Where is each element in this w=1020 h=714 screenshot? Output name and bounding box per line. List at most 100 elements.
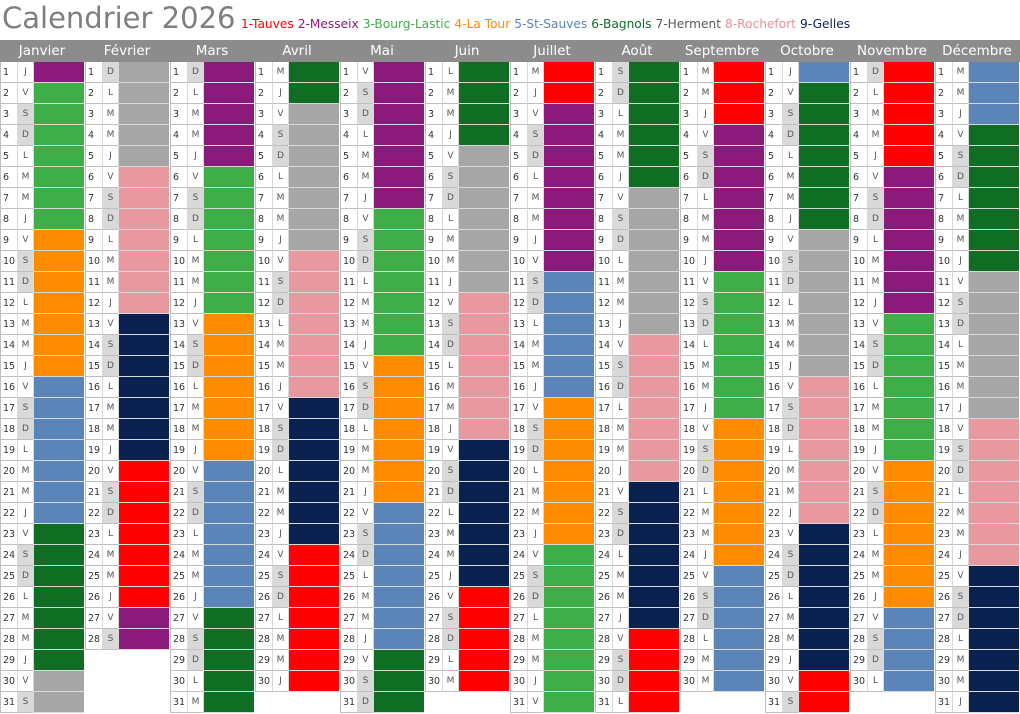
- site-color-block: [373, 356, 424, 377]
- site-color-block: [628, 314, 679, 335]
- day-row: 28 S: [85, 629, 169, 650]
- day-row: 31 J: [935, 692, 1019, 713]
- site-color-block: [798, 293, 849, 314]
- day-number: 22: [0, 503, 17, 524]
- day-row: 12 L: [0, 293, 84, 314]
- site-color-block: [373, 629, 424, 650]
- site-color-block: [373, 272, 424, 293]
- day-row: 28 M: [765, 629, 849, 650]
- site-color-block: [373, 671, 424, 692]
- site-color-block: [968, 83, 1019, 104]
- site-color-block: [798, 461, 849, 482]
- weekday-letter: S: [187, 188, 203, 209]
- month-column: 1 M 2 M 3 J 4 V 5 S 6 D 7 L 8 M 9 M 10 J 11 V 12 S 13 D 14 L 15 M 16 M 1…: [935, 62, 1019, 714]
- day-number: 7: [765, 188, 782, 209]
- day-number: 10: [680, 251, 697, 272]
- day-row: 30 M: [935, 671, 1019, 692]
- site-color-block: [33, 650, 84, 671]
- day-row: 11 M: [595, 272, 679, 293]
- weekday-letter: M: [697, 356, 713, 377]
- day-row: 25 S: [255, 566, 339, 587]
- site-color-block: [203, 335, 254, 356]
- weekday-letter: J: [442, 566, 458, 587]
- site-color-block: [628, 692, 679, 713]
- site-color-block: [33, 377, 84, 398]
- day-row: 20 V: [850, 461, 934, 482]
- day-number: 2: [595, 83, 612, 104]
- weekday-letter: M: [952, 503, 968, 524]
- day-row: 22 M: [935, 503, 1019, 524]
- weekday-letter: J: [867, 146, 883, 167]
- weekday-letter: D: [102, 209, 118, 230]
- site-color-block: [798, 104, 849, 125]
- day-number: 12: [510, 293, 527, 314]
- day-row: 27 V: [850, 608, 934, 629]
- day-row: 18 M: [85, 419, 169, 440]
- site-color-block: [798, 230, 849, 251]
- site-color-block: [203, 377, 254, 398]
- site-color-block: [543, 146, 594, 167]
- weekday-letter: J: [102, 587, 118, 608]
- site-color-block: [118, 461, 169, 482]
- weekday-letter: D: [442, 335, 458, 356]
- site-color-block: [203, 104, 254, 125]
- weekday-letter: M: [697, 209, 713, 230]
- weekday-letter: M: [782, 167, 798, 188]
- site-color-block: [968, 629, 1019, 650]
- weekday-letter: D: [782, 419, 798, 440]
- legend-entry: 8-Rochefort: [724, 17, 796, 31]
- day-row: 13 S: [425, 314, 509, 335]
- site-color-block: [458, 419, 509, 440]
- site-color-block: [288, 83, 339, 104]
- day-number: 19: [85, 440, 102, 461]
- site-color-block: [883, 377, 934, 398]
- weekday-letter: V: [697, 419, 713, 440]
- weekday-letter: J: [357, 629, 373, 650]
- day-row: 29 M: [680, 650, 764, 671]
- day-number: 24: [510, 545, 527, 566]
- day-row: 19 J: [85, 440, 169, 461]
- day-row: 19 L: [765, 440, 849, 461]
- site-color-block: [373, 608, 424, 629]
- day-row: 17 M: [850, 398, 934, 419]
- day-row: 30 V: [765, 671, 849, 692]
- weekday-letter: J: [697, 251, 713, 272]
- day-number: 3: [510, 104, 527, 125]
- day-row: 29 L: [425, 650, 509, 671]
- day-number: 23: [340, 524, 357, 545]
- day-row: 10 J: [680, 251, 764, 272]
- site-color-block: [543, 356, 594, 377]
- weekday-letter: S: [17, 398, 33, 419]
- site-color-block: [458, 272, 509, 293]
- day-row: 29 J: [0, 650, 84, 671]
- site-color-block: [968, 335, 1019, 356]
- weekday-letter: D: [187, 503, 203, 524]
- site-color-block: [33, 146, 84, 167]
- day-number: 13: [935, 314, 952, 335]
- site-color-block: [798, 83, 849, 104]
- month-header: Avril: [282, 43, 312, 59]
- day-row: 26 L: [765, 587, 849, 608]
- day-number: 16: [510, 377, 527, 398]
- site-color-block: [118, 356, 169, 377]
- weekday-letter: V: [187, 314, 203, 335]
- day-row: 16 L: [85, 377, 169, 398]
- weekday-letter: J: [612, 314, 628, 335]
- day-row: 23 L: [170, 524, 254, 545]
- day-row: 25 D: [765, 566, 849, 587]
- site-color-block: [628, 146, 679, 167]
- day-number: 15: [425, 356, 442, 377]
- site-color-block: [968, 104, 1019, 125]
- day-number: 22: [680, 503, 697, 524]
- day-number: 13: [0, 314, 17, 335]
- site-color-block: [373, 146, 424, 167]
- day-row: 23 M: [425, 524, 509, 545]
- weekday-letter: S: [17, 104, 33, 125]
- day-number: 30: [595, 671, 612, 692]
